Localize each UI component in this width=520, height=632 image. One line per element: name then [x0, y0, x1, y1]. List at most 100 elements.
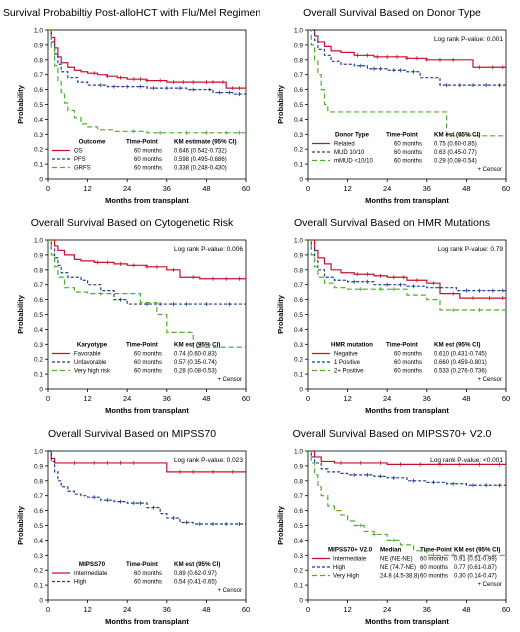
- censor-mark: [151, 505, 156, 510]
- legend-header: HMR mutation: [331, 342, 373, 349]
- censor-mark: [500, 65, 505, 70]
- legend-header: Time-Point: [386, 132, 418, 139]
- censor-mark: [339, 460, 343, 465]
- legend-cell: 60 months: [420, 574, 448, 580]
- censor-mark: [431, 553, 436, 558]
- legend-cell: 1 Positive: [334, 360, 361, 366]
- y-tick-label: 0.4: [34, 538, 43, 545]
- censor-note: + Censor: [217, 588, 242, 594]
- censor-mark: [431, 480, 436, 485]
- y-tick-label: 0.9: [294, 463, 303, 470]
- x-tick-label: 60: [502, 394, 510, 403]
- legend-cell: 2+ Positive: [334, 369, 364, 375]
- censor-mark: [112, 84, 116, 89]
- legend-cell: Intermediate: [333, 557, 367, 563]
- censor-mark: [92, 71, 97, 76]
- y-tick-label: 0.9: [294, 252, 303, 259]
- y-tick-label: 0.4: [294, 538, 303, 545]
- censor-mark: [411, 478, 416, 483]
- legend-header: Time-Point: [126, 139, 158, 146]
- y-tick-label: 0: [299, 177, 303, 184]
- x-tick-label: 60: [242, 184, 250, 193]
- censor-mark: [378, 287, 383, 292]
- censor-mark: [471, 83, 475, 88]
- y-tick-label: 0.9: [34, 463, 43, 470]
- y-tick-label: 0: [299, 387, 303, 394]
- censor-mark: [451, 481, 456, 486]
- y-axis-label: Probability: [276, 505, 285, 545]
- x-axis-label: Months from transplant: [105, 406, 189, 415]
- y-tick-label: 0.4: [34, 327, 43, 334]
- x-tick-label: 60: [242, 394, 250, 403]
- censor-mark: [355, 272, 360, 277]
- censor-note: + Censor: [217, 377, 242, 383]
- km-plot: Overall Survival Based on HMR Mutations 0…: [276, 217, 510, 415]
- y-tick-label: 0.7: [34, 282, 43, 289]
- censor-mark: [451, 57, 456, 62]
- legend-cell: Very High: [333, 574, 359, 580]
- y-tick-label: 0.1: [294, 162, 303, 169]
- legend-cell: 0.77 (0.61-0.87): [454, 565, 497, 571]
- censor-mark: [184, 130, 189, 135]
- y-tick-label: 0.7: [34, 72, 43, 79]
- censor-note: + Censor: [477, 167, 502, 173]
- chart-title: Overall Survival Based on MIPSS70+ V2.0: [293, 428, 492, 440]
- x-tick-label: 48: [202, 394, 210, 403]
- censor-mark: [211, 522, 215, 527]
- censor-mark: [204, 130, 209, 135]
- censor-mark: [451, 553, 456, 558]
- km-panel-1: Survival Probabiltiy Post-alloHCT with F…: [0, 0, 260, 210]
- legend-cell: 60 months: [134, 149, 162, 155]
- x-axis-label: Months from transplant: [365, 406, 449, 415]
- plot-frame: [47, 450, 247, 601]
- y-tick-label: 0.8: [294, 478, 303, 485]
- censor-mark: [171, 80, 176, 85]
- y-tick-label: 0.8: [294, 57, 303, 64]
- censor-mark: [477, 308, 482, 313]
- y-tick-label: 0.6: [34, 87, 43, 94]
- censor-mark: [477, 65, 482, 70]
- km-plot: Overall Survival Based on MIPSS70 0 0.1 0.2…: [16, 428, 250, 626]
- censor-mark: [355, 53, 360, 58]
- x-tick-label: 0: [46, 184, 50, 193]
- censor-mark: [484, 83, 489, 88]
- censor-mark: [154, 264, 159, 269]
- x-tick-label: 12: [343, 394, 351, 403]
- censor-mark: [497, 462, 502, 467]
- censor-mark: [211, 80, 215, 85]
- legend-cell: Very high risk: [74, 369, 111, 375]
- censor-mark: [391, 287, 396, 292]
- censor-mark: [471, 296, 475, 301]
- legend-cell: 0.30 (0.14-0.47): [454, 574, 497, 580]
- censor-mark: [401, 275, 406, 280]
- y-tick-label: 0.1: [34, 372, 43, 379]
- censor-mark: [227, 90, 232, 95]
- censor-mark: [391, 475, 396, 480]
- legend-header: KM est (95% CI): [174, 561, 220, 568]
- y-tick-label: 0.3: [34, 553, 43, 560]
- y-tick-label: 0.2: [34, 147, 43, 154]
- x-tick-label: 60: [502, 184, 510, 193]
- legend-cell: 60 months: [394, 369, 422, 375]
- censor-mark: [398, 462, 403, 467]
- x-tick-label: 12: [343, 605, 351, 614]
- censor-mark: [378, 474, 383, 479]
- y-axis-label: Probability: [16, 84, 25, 124]
- legend-cell: 0.29 (0.08-0.54): [434, 159, 477, 165]
- x-tick-label: 36: [163, 184, 171, 193]
- y-axis-label: Probability: [16, 505, 25, 545]
- censor-mark: [395, 54, 400, 59]
- y-tick-label: 0.3: [294, 553, 303, 560]
- censor-mark: [424, 57, 429, 62]
- censor-mark: [184, 302, 189, 307]
- legend-cell: 0.91 (0.51-0.99): [454, 557, 497, 563]
- censor-mark: [72, 460, 77, 465]
- y-tick-label: 0.7: [294, 282, 303, 289]
- legend-cell: 60 months: [394, 360, 422, 366]
- km-curve-very-high-risk: [48, 239, 246, 348]
- legend-header: Outcome: [79, 139, 106, 146]
- chart-title: Survival Probabiltiy Post-alloHCT with F…: [3, 7, 260, 19]
- censor-mark: [477, 462, 482, 467]
- y-tick-label: 0.6: [294, 87, 303, 94]
- legend-cell: 60 months: [134, 352, 162, 358]
